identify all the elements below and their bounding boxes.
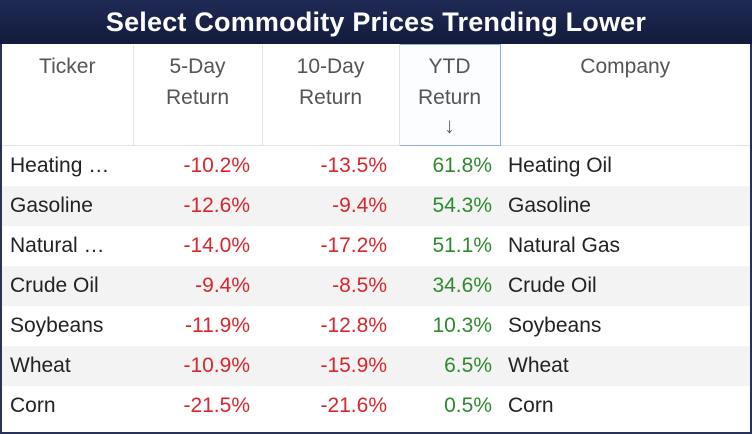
- column-header-5-day-return[interactable]: 5-Day Return: [133, 44, 263, 146]
- column-header-ytd-return[interactable]: YTD Return ↓: [398, 44, 501, 146]
- ten-day-return-cell: -13.5%: [320, 153, 387, 177]
- ticker-cell: Gasoline: [2, 185, 133, 226]
- table-body: Heating … -10.2% -13.5% 61.8% Heating Oil Gas…: [2, 146, 750, 426]
- table-row[interactable]: Gasoline -12.6% -9.4% 54.3% Gasoline: [2, 185, 750, 226]
- column-header-ticker[interactable]: Ticker: [2, 44, 134, 146]
- ten-day-return-cell: -17.2%: [320, 233, 387, 257]
- table-row[interactable]: Natural … -14.0% -17.2% 51.1% Natural Gas: [2, 226, 750, 266]
- ten-day-return-cell: -21.6%: [320, 393, 387, 417]
- ticker-cell: Wheat: [2, 345, 133, 386]
- column-header-label: Company: [580, 54, 671, 78]
- title-bar: Select Commodity Prices Trending Lower: [0, 0, 752, 44]
- five-day-return-cell: -14.0%: [183, 233, 250, 257]
- table-row[interactable]: Soybeans -11.9% -12.8% 10.3% Soybeans: [2, 306, 750, 346]
- five-day-return-cell: -21.5%: [183, 393, 250, 417]
- ytd-return-cell: 51.1%: [432, 233, 492, 257]
- column-header-label: YTD: [428, 55, 471, 78]
- column-header-label: Ticker: [39, 54, 96, 78]
- table-row[interactable]: Corn -21.5% -21.6% 0.5% Corn: [2, 386, 750, 426]
- ticker-cell: Crude Oil: [2, 265, 133, 306]
- returns-table-container: Ticker 5-Day Return 10-Day Return YTD Re…: [0, 44, 752, 434]
- column-header-label: Return: [165, 85, 230, 109]
- ticker-cell: Soybeans: [10, 313, 104, 337]
- arrow-down-icon[interactable]: ↓: [444, 113, 455, 138]
- ticker-cell: Heating …: [10, 153, 110, 177]
- ticker-cell: Corn: [10, 393, 56, 417]
- column-header-company[interactable]: Company: [500, 44, 750, 146]
- column-header-10-day-return[interactable]: 10-Day Return: [262, 44, 400, 146]
- ten-day-return-cell: -8.5%: [262, 265, 399, 306]
- company-cell: Wheat: [500, 345, 750, 386]
- company-cell: Crude Oil: [500, 265, 750, 306]
- column-header-label: Return: [417, 86, 482, 109]
- ytd-return-cell: 6.5%: [399, 345, 500, 386]
- ten-day-return-cell: -9.4%: [262, 185, 399, 226]
- returns-table: Ticker 5-Day Return 10-Day Return YTD Re…: [2, 44, 750, 426]
- ytd-return-cell: 54.3%: [399, 185, 500, 226]
- five-day-return-cell: -10.9%: [133, 345, 262, 386]
- ticker-cell: Natural …: [10, 233, 105, 257]
- column-header-label: 10-Day: [296, 54, 365, 78]
- company-cell: Corn: [508, 393, 554, 417]
- ytd-return-cell: 10.3%: [432, 313, 492, 337]
- page-title: Select Commodity Prices Trending Lower: [105, 6, 647, 37]
- table-row[interactable]: Crude Oil -9.4% -8.5% 34.6% Crude Oil: [2, 265, 750, 306]
- company-cell: Natural Gas: [508, 233, 621, 257]
- ten-day-return-cell: -15.9%: [262, 345, 399, 386]
- table-header-row: Ticker 5-Day Return 10-Day Return YTD Re…: [2, 44, 750, 146]
- ytd-return-cell: 0.5%: [444, 393, 492, 417]
- column-header-label: Return: [298, 85, 363, 109]
- column-header-label: 5-Day: [169, 54, 226, 78]
- ytd-return-cell: 61.8%: [432, 153, 492, 177]
- table-row[interactable]: Wheat -10.9% -15.9% 6.5% Wheat: [2, 345, 750, 386]
- five-day-return-cell: -12.6%: [133, 185, 262, 226]
- five-day-return-cell: -11.9%: [185, 313, 250, 337]
- ytd-return-cell: 34.6%: [399, 265, 500, 306]
- ten-day-return-cell: -12.8%: [320, 313, 387, 337]
- company-cell: Soybeans: [508, 313, 602, 337]
- company-cell: Heating Oil: [508, 153, 612, 177]
- five-day-return-cell: -9.4%: [133, 265, 262, 306]
- table-row[interactable]: Heating … -10.2% -13.5% 61.8% Heating Oil: [2, 146, 750, 186]
- company-cell: Gasoline: [500, 185, 750, 226]
- five-day-return-cell: -10.2%: [183, 153, 250, 177]
